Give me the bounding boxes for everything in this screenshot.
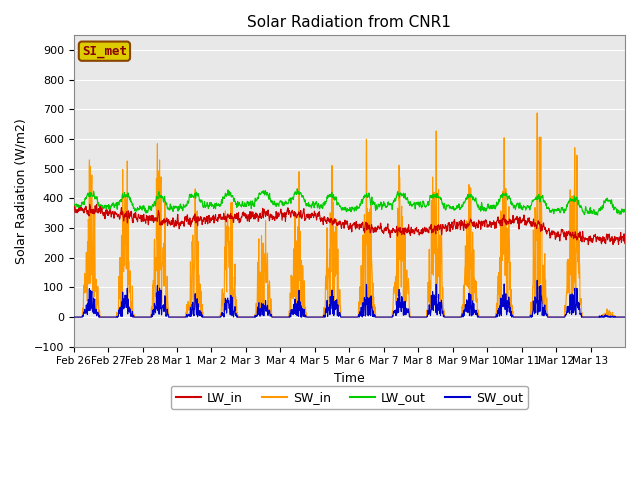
Line: SW_out: SW_out [74, 280, 625, 317]
SW_in [382, 314, 390, 320]
LW_out [125, 194, 132, 200]
SW_out [533, 277, 541, 283]
SW_out [613, 314, 621, 320]
Line: SW_in: SW_in [74, 113, 625, 317]
SW_in [244, 314, 252, 320]
LW_out [614, 210, 621, 216]
Y-axis label: Solar Radiation (W/m2): Solar Radiation (W/m2) [15, 118, 28, 264]
SW_out [244, 314, 252, 320]
LW_out [244, 198, 252, 204]
SW_out [621, 314, 628, 320]
LW_in [383, 228, 390, 233]
SW_in [70, 314, 77, 320]
Title: Solar Radiation from CNR1: Solar Radiation from CNR1 [248, 15, 451, 30]
LW_in [86, 202, 93, 207]
X-axis label: Time: Time [334, 372, 365, 385]
SW_in [407, 314, 415, 320]
Line: LW_in: LW_in [74, 204, 625, 245]
SW_out [515, 314, 523, 320]
LW_out [383, 204, 390, 210]
Text: SI_met: SI_met [82, 45, 127, 58]
SW_out [70, 314, 77, 320]
SW_in [125, 258, 132, 264]
LW_out [547, 209, 554, 215]
Legend: LW_in, SW_in, LW_out, SW_out: LW_in, SW_in, LW_out, SW_out [171, 386, 528, 409]
LW_out [70, 202, 77, 207]
SW_in [533, 110, 541, 116]
SW_out [382, 314, 390, 320]
SW_in [547, 314, 554, 320]
LW_in [125, 214, 132, 220]
LW_in [70, 205, 77, 211]
LW_in [584, 242, 592, 248]
LW_in [244, 215, 252, 220]
LW_in [614, 236, 621, 242]
SW_out [125, 303, 132, 309]
LW_out [515, 205, 523, 211]
LW_in [515, 223, 523, 228]
LW_out [293, 186, 301, 192]
Line: LW_out: LW_out [74, 189, 625, 215]
LW_out [621, 208, 628, 214]
SW_in [515, 314, 523, 320]
SW_out [547, 314, 554, 320]
SW_in [621, 314, 628, 320]
LW_out [594, 212, 602, 218]
LW_in [621, 240, 628, 246]
LW_in [547, 234, 554, 240]
SW_in [614, 314, 621, 320]
